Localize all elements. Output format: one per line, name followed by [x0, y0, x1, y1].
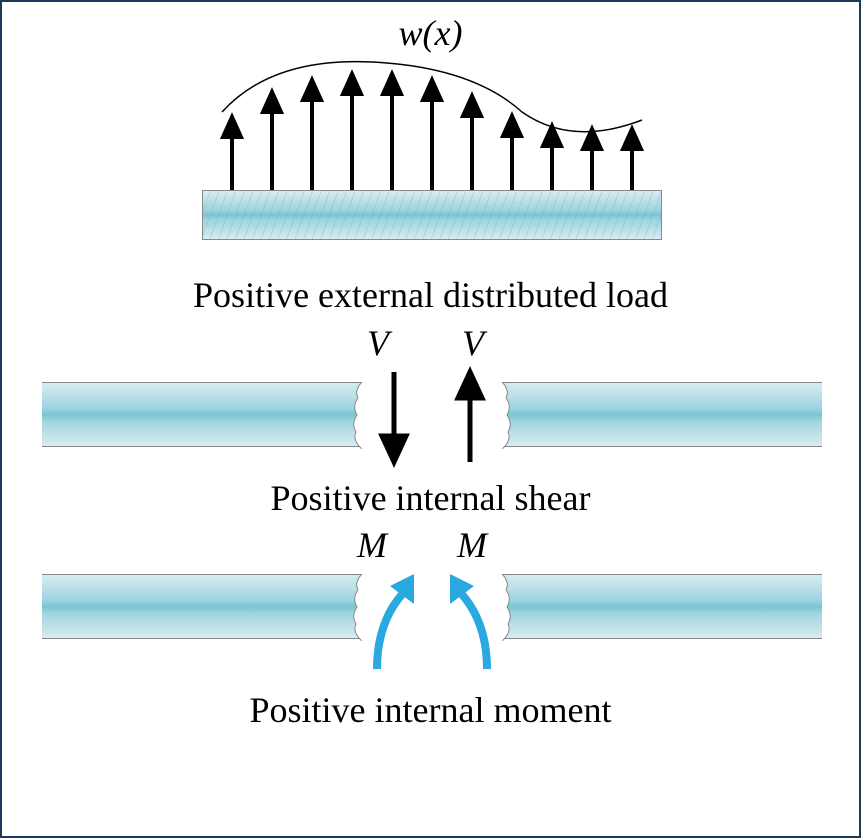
distributed-load-section: w(x) Positive external distributed load [2, 2, 859, 282]
shear-label-left: V [367, 322, 389, 364]
beam-distributed-load [202, 190, 662, 240]
shear-arrows [372, 362, 492, 472]
torn-edge-icon [502, 574, 516, 641]
shear-label-right: V [462, 322, 484, 364]
beam-moment-right [502, 574, 822, 639]
moment-arrows [362, 564, 502, 674]
load-arrows [212, 57, 652, 197]
moment-section: M M Positive internal moment [2, 524, 859, 784]
moment-label-left: M [357, 524, 387, 566]
torn-edge-icon [348, 574, 362, 641]
beam-moment-left [42, 574, 362, 639]
load-function-label: w(x) [399, 12, 463, 54]
caption-distributed-load: Positive external distributed load [2, 274, 859, 316]
beam-shear-left [42, 382, 362, 447]
caption-shear: Positive internal shear [2, 477, 859, 519]
beam-shear-right [502, 382, 822, 447]
moment-label-right: M [457, 524, 487, 566]
caption-moment: Positive internal moment [2, 689, 859, 731]
torn-edge-icon [502, 382, 516, 449]
figure-container: w(x) Positive external distributed load [2, 2, 859, 836]
torn-edge-icon [348, 382, 362, 449]
shear-section: V V Positive internal shear [2, 322, 859, 552]
